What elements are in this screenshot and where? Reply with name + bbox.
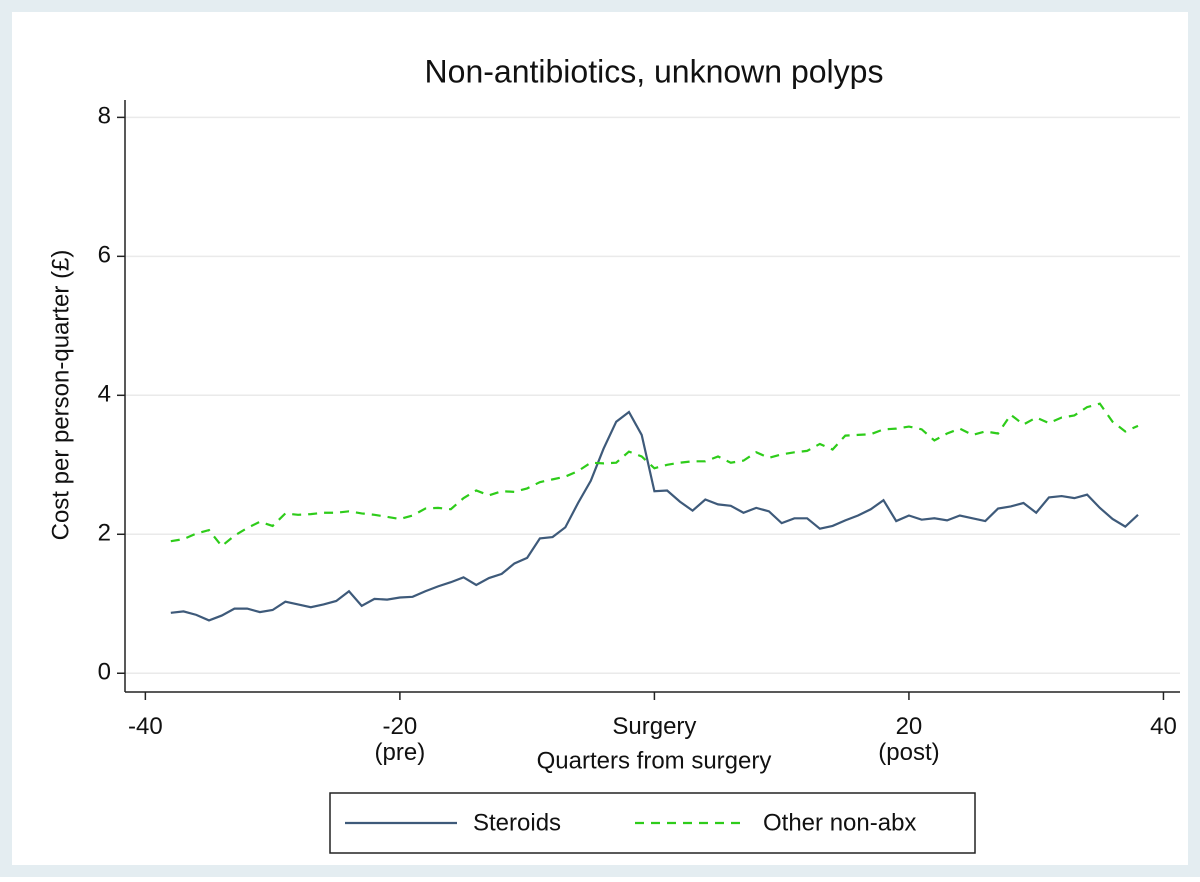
legend-label: Steroids <box>473 809 561 836</box>
x-tick-label: 40 <box>1150 713 1177 740</box>
y-tick-label: 0 <box>98 659 111 686</box>
x-axis-title: Quarters from surgery <box>537 747 772 774</box>
series-line <box>170 402 1139 548</box>
x-tick-label: 20 (post) <box>878 713 939 766</box>
background <box>12 12 1188 865</box>
x-tick-label: -40 <box>128 713 163 740</box>
y-tick-label: 6 <box>98 242 111 269</box>
chart-title: Non-antibiotics, unknown polyps <box>425 53 884 89</box>
x-tick-label: Surgery <box>612 713 696 740</box>
y-tick-label: 2 <box>98 520 111 547</box>
x-tick-label: -20 (pre) <box>375 713 426 766</box>
series-line <box>170 410 1139 622</box>
legend-label: Other non-abx <box>763 809 916 836</box>
y-axis-title: Cost per person-quarter (£) <box>47 250 74 541</box>
y-tick-label: 4 <box>98 381 111 408</box>
y-tick-label: 8 <box>98 103 111 130</box>
